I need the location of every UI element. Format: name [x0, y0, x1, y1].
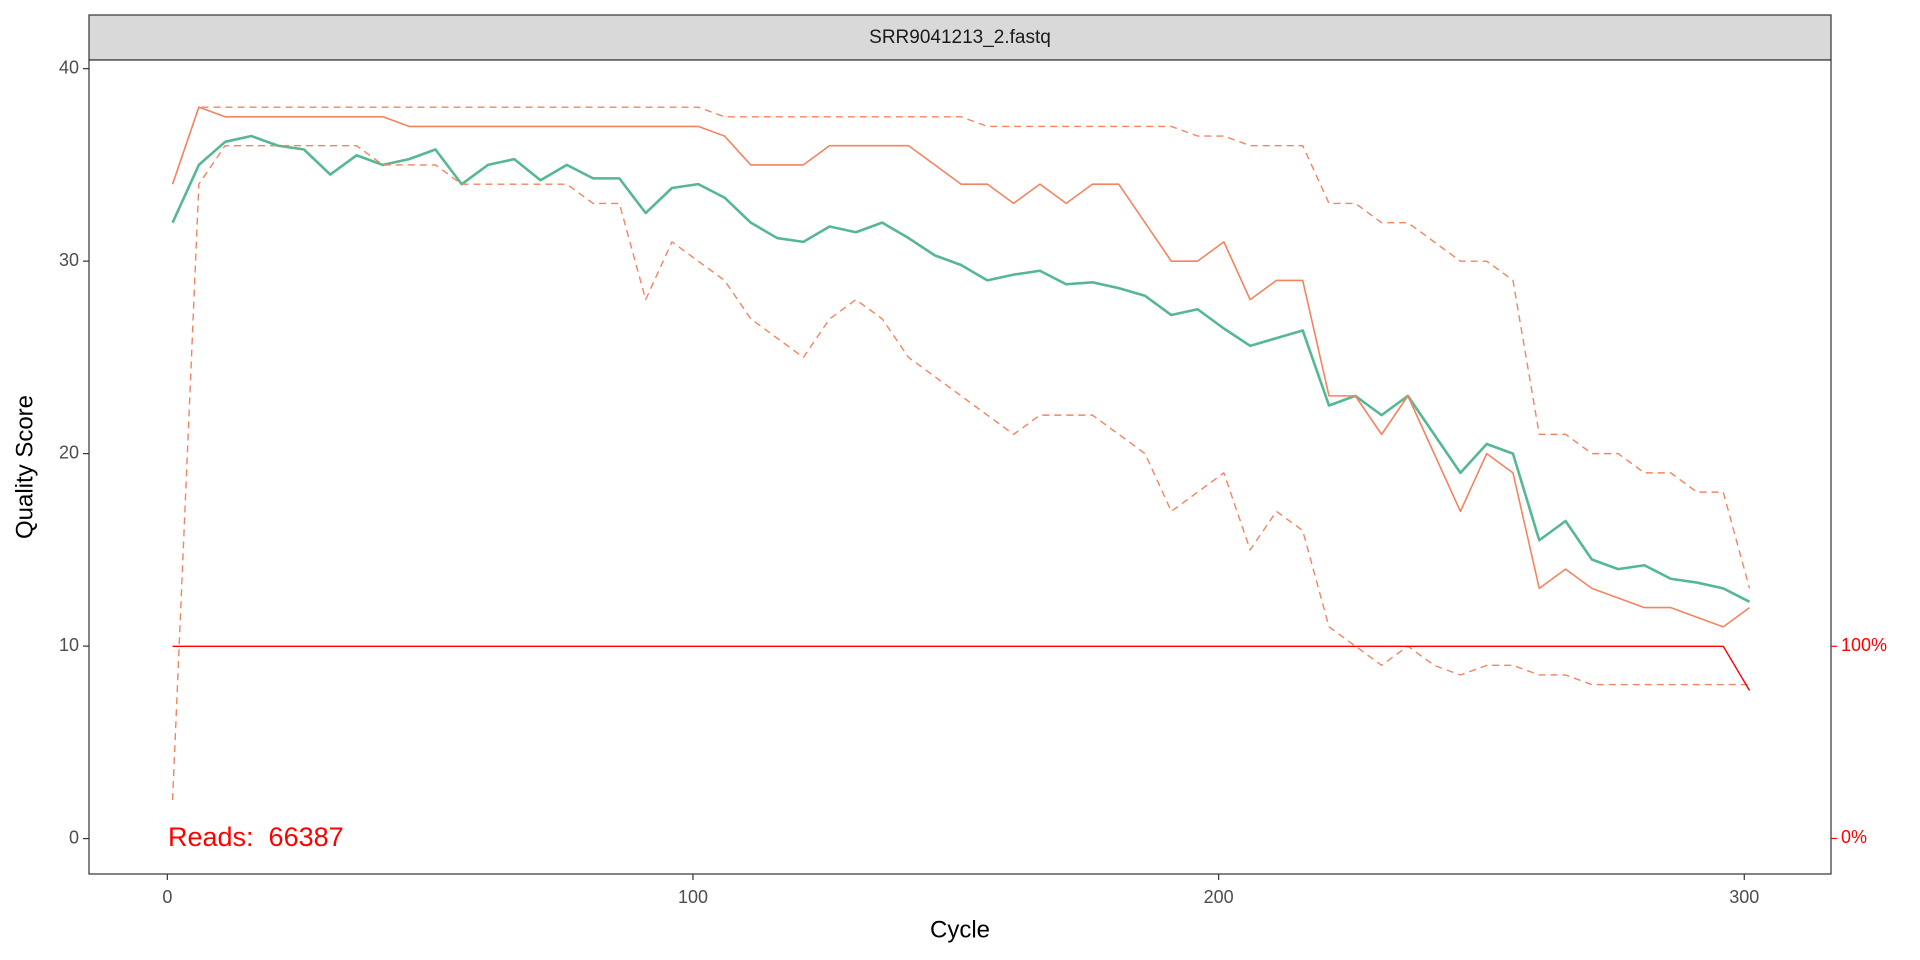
y-tick-label: 0 [69, 827, 79, 847]
x-tick-label: 300 [1729, 887, 1759, 907]
series-line [171, 106, 1750, 628]
series-line [171, 144, 1750, 801]
panel [88, 59, 1832, 875]
y-axis-title: Quality Score [11, 395, 38, 539]
strip-title: SRR9041213_2.fastq [869, 27, 1051, 48]
x-tick-label: 0 [162, 887, 172, 907]
x-tick-label: 100 [678, 887, 708, 907]
series-line [171, 134, 1751, 603]
x-axis-title: Cycle [930, 916, 990, 943]
series-line [172, 645, 1751, 691]
strip [88, 14, 1832, 61]
y2-tick-label: 0% [1841, 827, 1867, 847]
x-tick-label: 200 [1204, 887, 1234, 907]
y-tick-label: 30 [59, 250, 79, 270]
reads-annotation: Reads: 66387 [168, 822, 344, 852]
y-tick-label: 40 [59, 57, 79, 77]
y2-tick-label: 100% [1841, 635, 1887, 655]
y-tick-label: 10 [59, 635, 79, 655]
y-tick-label: 20 [59, 442, 79, 462]
series-line [171, 106, 1751, 589]
